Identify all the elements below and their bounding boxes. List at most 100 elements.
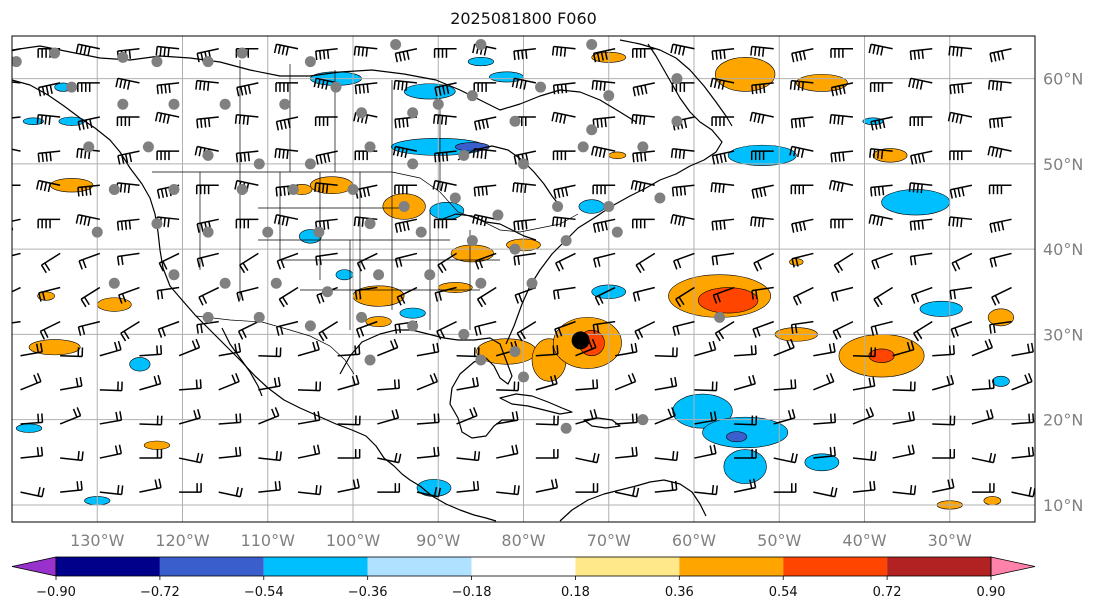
station-marker <box>475 277 487 289</box>
colorbar-segment <box>56 557 160 576</box>
greenland-coastline <box>619 39 733 127</box>
wind-barb <box>178 452 204 464</box>
longitude-label: 90°W <box>416 531 460 550</box>
wind-barb <box>59 407 82 425</box>
wind-barb <box>551 111 576 124</box>
wind-barb <box>870 116 893 131</box>
wind-barb <box>157 320 180 338</box>
wind-barb <box>592 48 616 63</box>
wind-barb <box>551 216 576 228</box>
wind-barb <box>949 184 973 199</box>
wind-barb <box>434 82 457 97</box>
wind-barb <box>178 409 201 425</box>
wind-barb <box>37 82 61 97</box>
station-marker-layer <box>12 39 726 434</box>
wind-barb <box>139 415 163 426</box>
station-marker <box>304 56 316 68</box>
wind-barb <box>694 381 718 392</box>
wind-barb <box>77 320 100 336</box>
wind-barb <box>694 485 718 496</box>
wind-barb <box>592 320 616 334</box>
station-marker <box>560 422 572 434</box>
colorbar-segment <box>887 557 991 576</box>
wind-barb <box>394 218 418 233</box>
wind-barb <box>297 444 321 459</box>
wind-barb <box>591 145 616 158</box>
wind-barb <box>12 320 21 324</box>
wind-barb <box>535 345 559 357</box>
wind-barb <box>870 320 893 336</box>
wind-barb <box>734 449 757 459</box>
station-marker <box>637 141 649 153</box>
arctic-coastline <box>12 45 637 123</box>
wind-barb <box>932 449 956 459</box>
wind-barb <box>158 252 180 272</box>
wind-barb <box>99 444 123 459</box>
south-america-coastline <box>559 479 707 522</box>
wind-barb <box>155 45 180 57</box>
wind-barb <box>99 381 123 392</box>
station-marker <box>304 158 316 170</box>
wind-barb <box>496 444 519 459</box>
map-title: 2025081800 F060 <box>450 9 597 28</box>
wind-barb <box>393 79 418 91</box>
wind-barb <box>437 252 457 274</box>
wind-barb <box>813 486 838 498</box>
us-mexico-border <box>195 315 355 375</box>
wind-barb <box>156 286 180 300</box>
wind-barb <box>852 450 877 462</box>
station-marker <box>168 98 180 110</box>
latitude-label: 30°N <box>1043 325 1083 344</box>
wind-barb <box>12 116 21 127</box>
wind-barb <box>868 214 893 227</box>
anomaly-blob <box>399 307 426 319</box>
station-marker <box>432 98 444 110</box>
colorbar-tick-label: −0.72 <box>140 585 180 600</box>
wind-barb <box>671 184 695 197</box>
wind-barb <box>892 381 916 392</box>
wind-barb <box>791 218 814 233</box>
wind-barb <box>75 214 100 227</box>
wind-barb <box>989 48 1012 63</box>
wind-barb <box>733 478 757 493</box>
longitude-label: 40°W <box>842 531 886 550</box>
station-marker <box>253 158 265 170</box>
wind-barb <box>433 113 457 125</box>
wind-barb <box>615 446 638 459</box>
station-marker <box>168 183 180 195</box>
wind-barb <box>514 286 537 304</box>
wind-barb <box>275 320 299 336</box>
wind-barb <box>535 449 559 459</box>
wind-barb <box>552 82 576 95</box>
wind-barb <box>892 444 915 459</box>
station-marker <box>407 107 419 119</box>
wind-barb <box>912 320 933 342</box>
wind-barb <box>433 48 457 58</box>
wind-barb <box>258 377 281 391</box>
cuba-coastline <box>499 393 573 415</box>
station-marker <box>390 39 402 51</box>
wind-barb <box>988 184 1012 195</box>
wind-barb <box>852 347 877 358</box>
wind-barb <box>631 113 655 125</box>
wind-barb <box>80 286 101 308</box>
wind-barb <box>751 184 774 199</box>
colorbar-segment <box>263 557 368 576</box>
wind-barb <box>750 150 774 161</box>
wind-barb <box>432 179 457 193</box>
wind-barb <box>554 320 576 338</box>
station-marker <box>586 124 598 136</box>
anomaly-blob <box>429 201 465 220</box>
anomaly-blob <box>697 287 759 314</box>
wind-barb <box>910 150 933 165</box>
station-marker <box>407 158 419 170</box>
station-marker <box>108 277 120 289</box>
station-marker <box>492 209 504 221</box>
station-marker <box>262 226 274 238</box>
wind-barb <box>38 286 61 302</box>
wind-barb <box>709 77 735 90</box>
colorbar-segment <box>679 557 784 576</box>
wind-barb <box>555 252 576 272</box>
wind-barb <box>120 320 140 342</box>
hispaniola-coastline <box>583 417 621 429</box>
